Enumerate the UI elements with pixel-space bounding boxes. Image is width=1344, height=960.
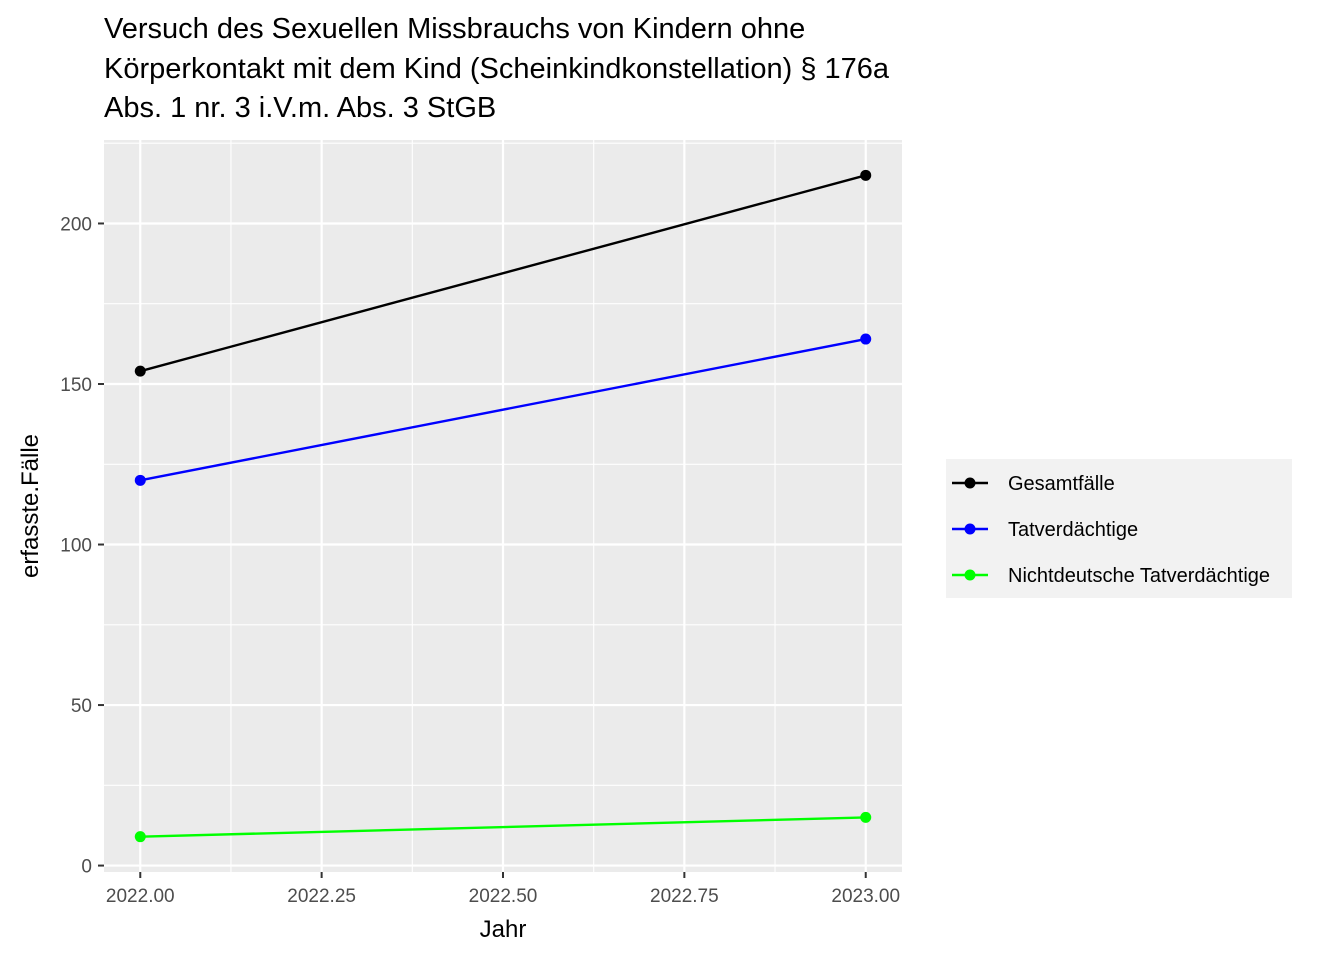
data-point [860,811,872,823]
grid-major [104,140,902,872]
y-tick-label: 100 [60,536,92,557]
legend-key-point [964,477,976,489]
chart-title: Versuch des Sexuellen Missbrauchs von Ki… [104,13,890,124]
data-point [860,169,872,181]
y-axis-title: erfasste.Fälle [17,434,44,578]
y-tick-label: 200 [60,214,92,235]
legend-label: Tatverdächtige [1008,519,1138,541]
axis-tick-labels: 2022.00 2022.25 2022.50 2022.75 2023.00 0 50 10… [60,214,900,907]
x-tick-label: 2022.25 [287,886,356,907]
series-line [140,337,866,482]
x-tick-label: 2022.50 [469,886,538,907]
y-tick-label: 0 [81,857,92,878]
axis-ticks [98,222,867,878]
x-axis-title: Jahr [480,916,527,943]
series-layer [134,169,872,843]
data-point [134,474,146,486]
series-line [139,174,867,373]
legend: Gesamtfälle Tatverdächtige Nichtdeutsche T… [946,459,1292,598]
y-tick-label: 50 [71,696,92,717]
legend-key-point [964,569,976,581]
chart-title-line-2: Körperkontakt mit dem Kind (Scheinkindko… [104,53,890,85]
x-tick-label: 2022.75 [650,886,719,907]
series-line [140,816,866,838]
data-point [134,365,146,377]
y-tick-label: 150 [60,375,92,396]
data-point [134,831,146,843]
legend-label: Gesamtfälle [1008,473,1115,495]
legend-label: Nichtdeutsche Tatverdächtige [1008,565,1270,587]
data-point [860,333,872,345]
x-tick-label: 2022.00 [106,886,175,907]
legend-background [946,459,1292,598]
chart-title-line-3: Abs. 1 nr. 3 i.V.m. Abs. 3 StGB [104,92,496,124]
x-tick-label: 2023.00 [831,886,900,907]
legend-key-point [964,523,976,535]
chart-title-line-1: Versuch des Sexuellen Missbrauchs von Ki… [104,13,805,45]
